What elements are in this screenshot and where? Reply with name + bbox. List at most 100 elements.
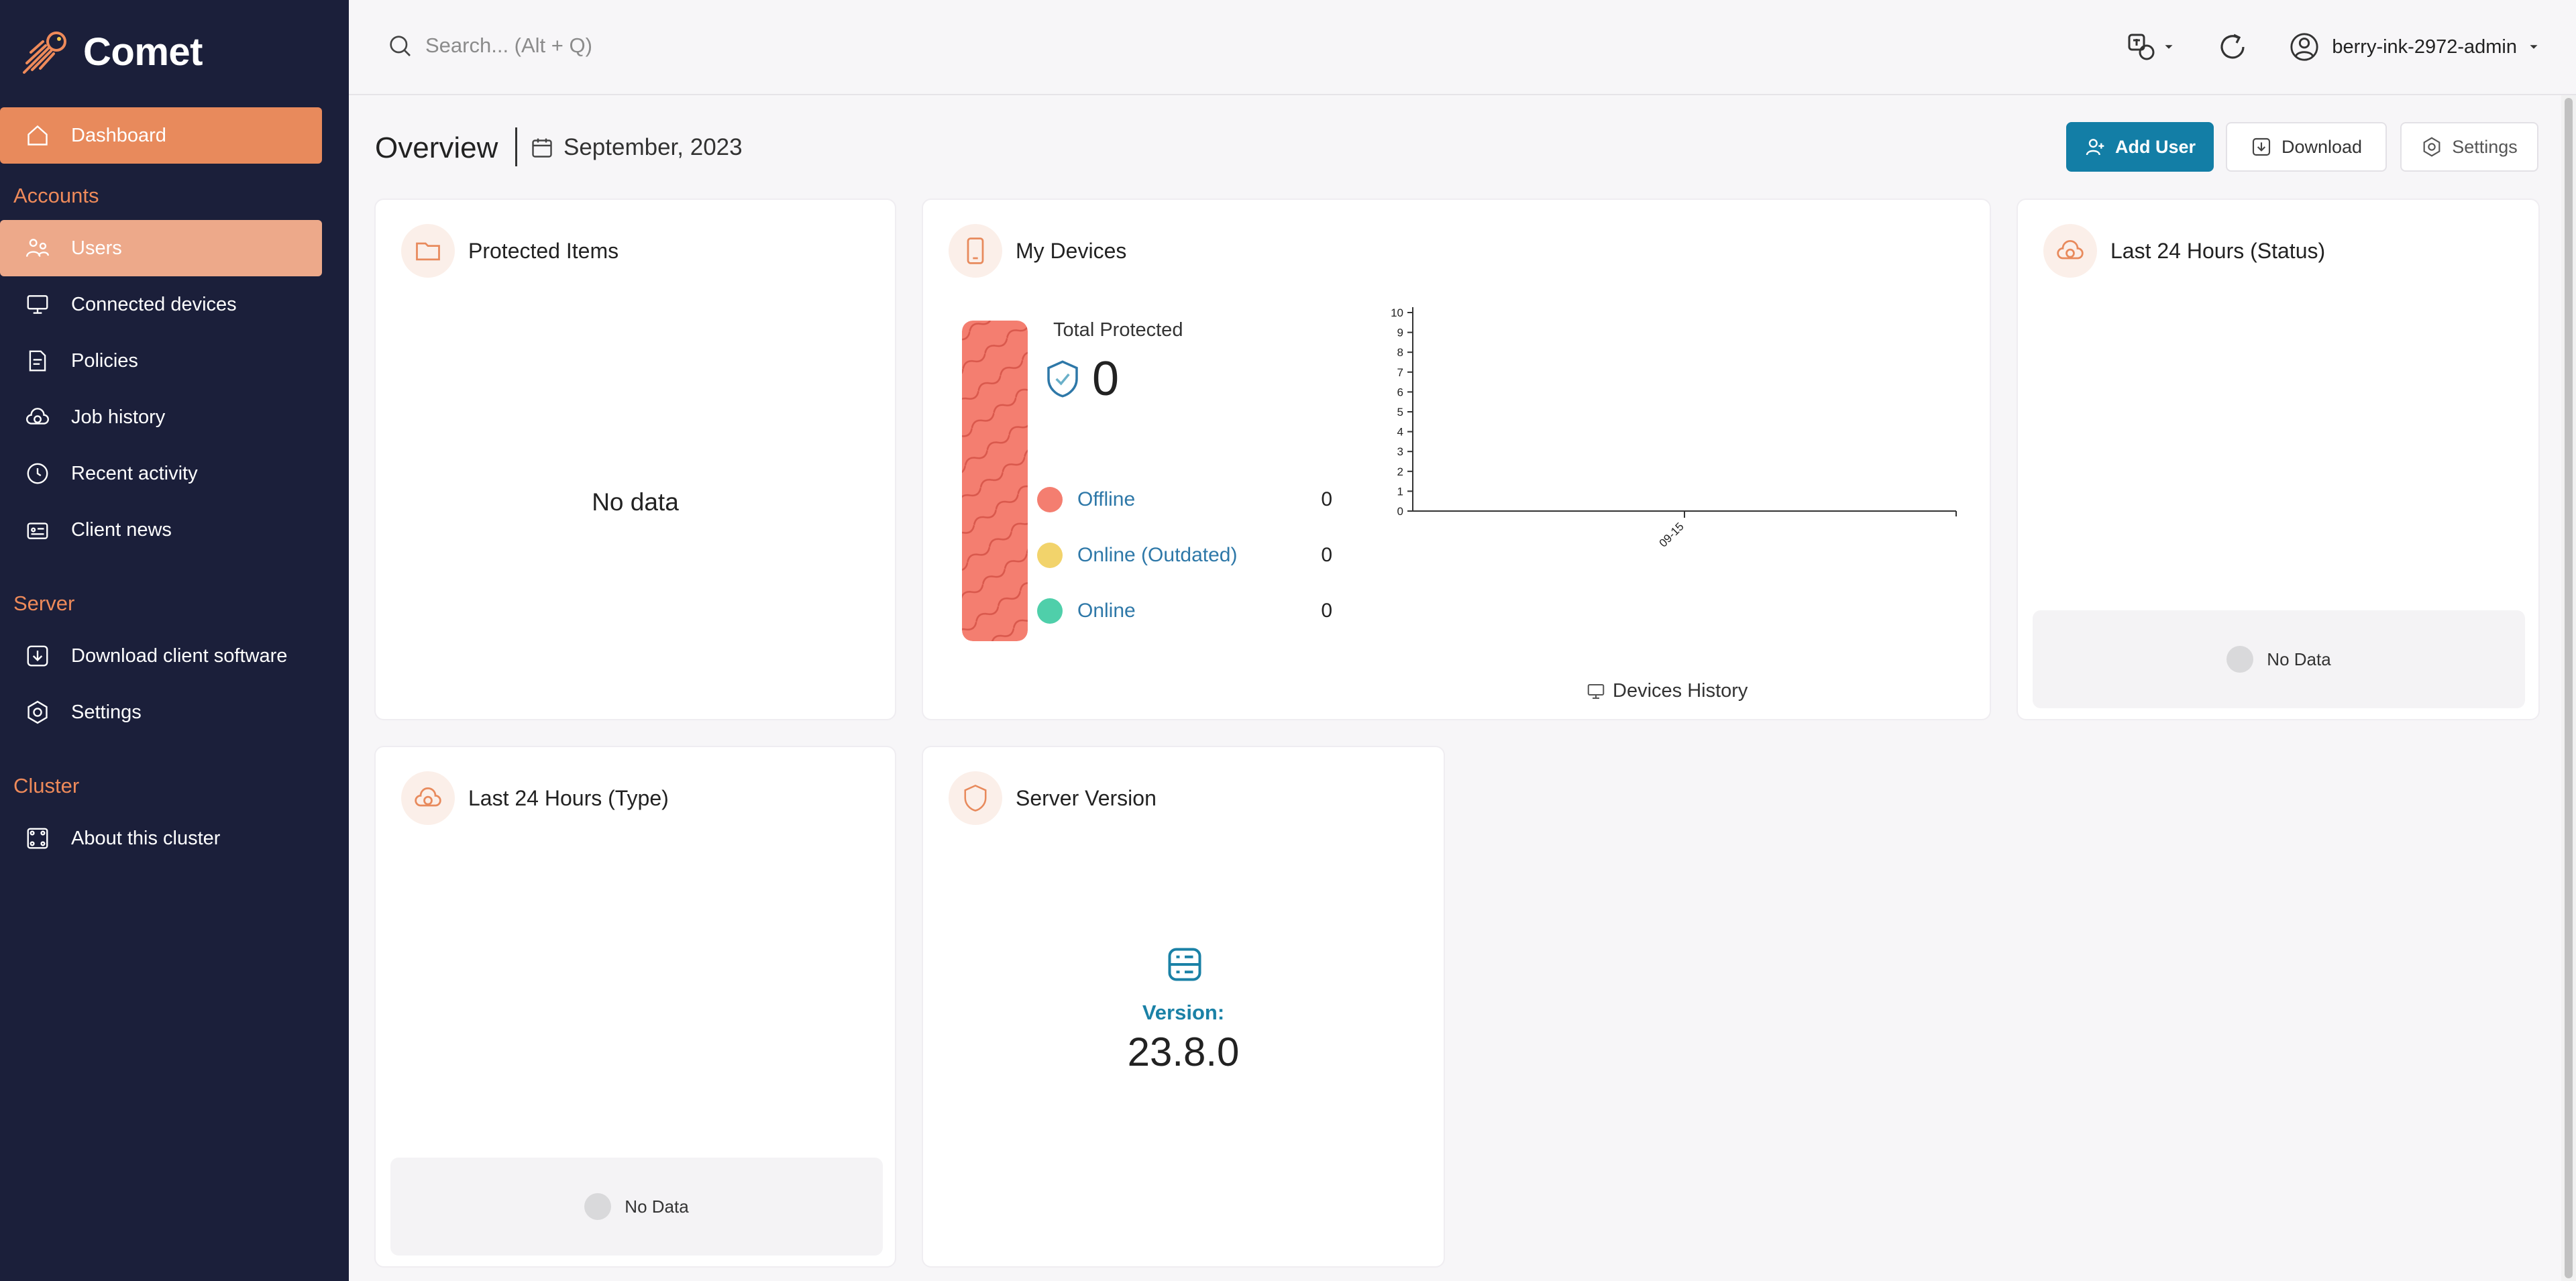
sidebar-item-label: About this cluster (71, 827, 221, 849)
language-switcher[interactable] (2125, 31, 2176, 63)
sidebar-item-label: Download client software (71, 645, 288, 667)
sidebar-item-policies[interactable]: Policies (0, 333, 322, 389)
empty-state: No Data (390, 1158, 883, 1256)
settings-button[interactable]: Settings (2400, 122, 2538, 172)
download-label: Download (2281, 136, 2363, 157)
brand-logo[interactable]: Comet (20, 24, 203, 79)
outdated-dot (1037, 543, 1063, 568)
translate-icon (2128, 34, 2155, 60)
cloud-history-icon (2043, 224, 2097, 278)
sidebar-item-job-history[interactable]: Job history (0, 389, 322, 445)
sidebar-item-settings[interactable]: Settings (0, 684, 322, 740)
settings-icon (2423, 137, 2440, 157)
scrollbar-thumb[interactable] (2565, 98, 2573, 1278)
sidebar-item-client-news[interactable]: Client news (0, 502, 322, 558)
protected-items-card: Protected Items No data (374, 199, 896, 720)
legend-online-outdated[interactable]: Online (Outdated) 0 (1037, 543, 1332, 568)
empty-state: No Data (2033, 610, 2525, 708)
no-data-label: No Data (625, 1196, 689, 1217)
add-user-icon (2086, 139, 2104, 156)
comet-logo-icon (23, 32, 66, 74)
empty-state: No data (592, 488, 679, 516)
y-tick-label: 7 (1397, 366, 1403, 379)
search-input[interactable] (425, 34, 828, 58)
chevron-down-icon (2530, 45, 2538, 49)
total-protected-value: 0 (1092, 352, 1120, 406)
no-data-dot (584, 1193, 612, 1220)
y-tick-label: 0 (1397, 505, 1403, 518)
add-user-label: Add User (2114, 136, 2196, 157)
y-tick-label: 4 (1397, 426, 1403, 439)
sidebar-item-users[interactable]: Users (0, 220, 322, 276)
last-24h-type-card: Last 24 Hours (Type) No Data (374, 746, 896, 1268)
server-icon (1168, 948, 1201, 981)
legend-label: Online (1077, 600, 1136, 622)
sidebar-item-label: Settings (71, 701, 142, 723)
version-label: Version: (1142, 1001, 1225, 1024)
card-title: Protected Items (468, 238, 619, 263)
download-icon (2252, 137, 2271, 156)
version-value: 23.8.0 (1127, 1029, 1240, 1074)
legend-value: 0 (1321, 544, 1332, 566)
devices-history-caption: Devices History (1586, 680, 1748, 702)
download-button[interactable]: Download (2226, 122, 2387, 172)
refresh-icon[interactable] (2216, 31, 2249, 63)
user-menu[interactable]: berry-ink-2972-admin (2289, 32, 2541, 62)
clock-icon (24, 460, 51, 487)
policy-icon (24, 347, 51, 374)
sidebar-item-about-cluster[interactable]: About this cluster (0, 810, 322, 867)
users-icon (24, 235, 51, 262)
title-divider (515, 127, 517, 166)
page-title: Overview (375, 131, 498, 164)
calendar-icon (532, 138, 552, 158)
y-tick-label: 6 (1397, 386, 1403, 398)
chevron-down-icon (2165, 45, 2173, 49)
home-icon (24, 122, 51, 149)
date-picker[interactable]: September, 2023 (530, 134, 743, 161)
sidebar-item-label: Recent activity (71, 462, 198, 484)
settings-label: Settings (2452, 136, 2518, 157)
phone-icon (949, 224, 1002, 278)
section-server: Server (13, 592, 75, 615)
card-title: My Devices (1016, 238, 1127, 263)
cluster-icon (24, 825, 51, 852)
search-box[interactable] (386, 32, 828, 59)
settings-icon (24, 699, 51, 726)
news-icon (24, 516, 51, 543)
y-tick-label: 5 (1397, 406, 1403, 419)
user-avatar-icon (2290, 33, 2318, 61)
y-tick-label: 2 (1397, 465, 1403, 478)
y-tick-label: 10 (1391, 307, 1403, 319)
total-protected-label: Total Protected (1053, 319, 1183, 341)
y-tick-label: 9 (1397, 327, 1403, 339)
legend-offline[interactable]: Offline 0 (1037, 487, 1332, 512)
my-devices-card: My Devices Total Protected 0 Offline 0 O… (922, 199, 1991, 720)
legend-value: 0 (1321, 600, 1332, 622)
cloud-history-icon (24, 404, 51, 431)
top-bar: berry-ink-2972-admin (349, 0, 2576, 95)
section-accounts: Accounts (13, 184, 99, 207)
sidebar-item-label: Client news (71, 518, 172, 541)
brand-name: Comet (83, 30, 203, 74)
online-dot (1037, 598, 1063, 624)
devices-history-label: Devices History (1613, 680, 1748, 702)
legend-value: 0 (1321, 488, 1332, 510)
sidebar-item-recent-activity[interactable]: Recent activity (0, 445, 322, 502)
add-user-button[interactable]: Add User (2066, 122, 2214, 172)
last-24h-status-card: Last 24 Hours (Status) No Data (2017, 199, 2540, 720)
legend-online[interactable]: Online 0 (1037, 598, 1332, 624)
sidebar-item-label: Dashboard (71, 124, 166, 146)
username: berry-ink-2972-admin (2332, 36, 2517, 58)
date-label: September, 2023 (564, 134, 743, 160)
sidebar: Comet Dashboard Accounts Users Connected… (0, 0, 349, 1281)
sidebar-item-dashboard[interactable]: Dashboard (0, 107, 322, 164)
server-version-card: Server Version Version: 23.8.0 (922, 746, 1445, 1268)
legend-label: Offline (1077, 488, 1136, 510)
sidebar-item-connected-devices[interactable]: Connected devices (0, 276, 322, 333)
cloud-history-icon (401, 771, 455, 825)
sidebar-item-download-client-software[interactable]: Download client software (0, 628, 322, 684)
card-title: Last 24 Hours (Type) (468, 785, 669, 810)
top-right-controls: berry-ink-2972-admin (2125, 27, 2541, 67)
scrollbar[interactable] (2561, 95, 2576, 1281)
monitor-icon (24, 291, 51, 318)
